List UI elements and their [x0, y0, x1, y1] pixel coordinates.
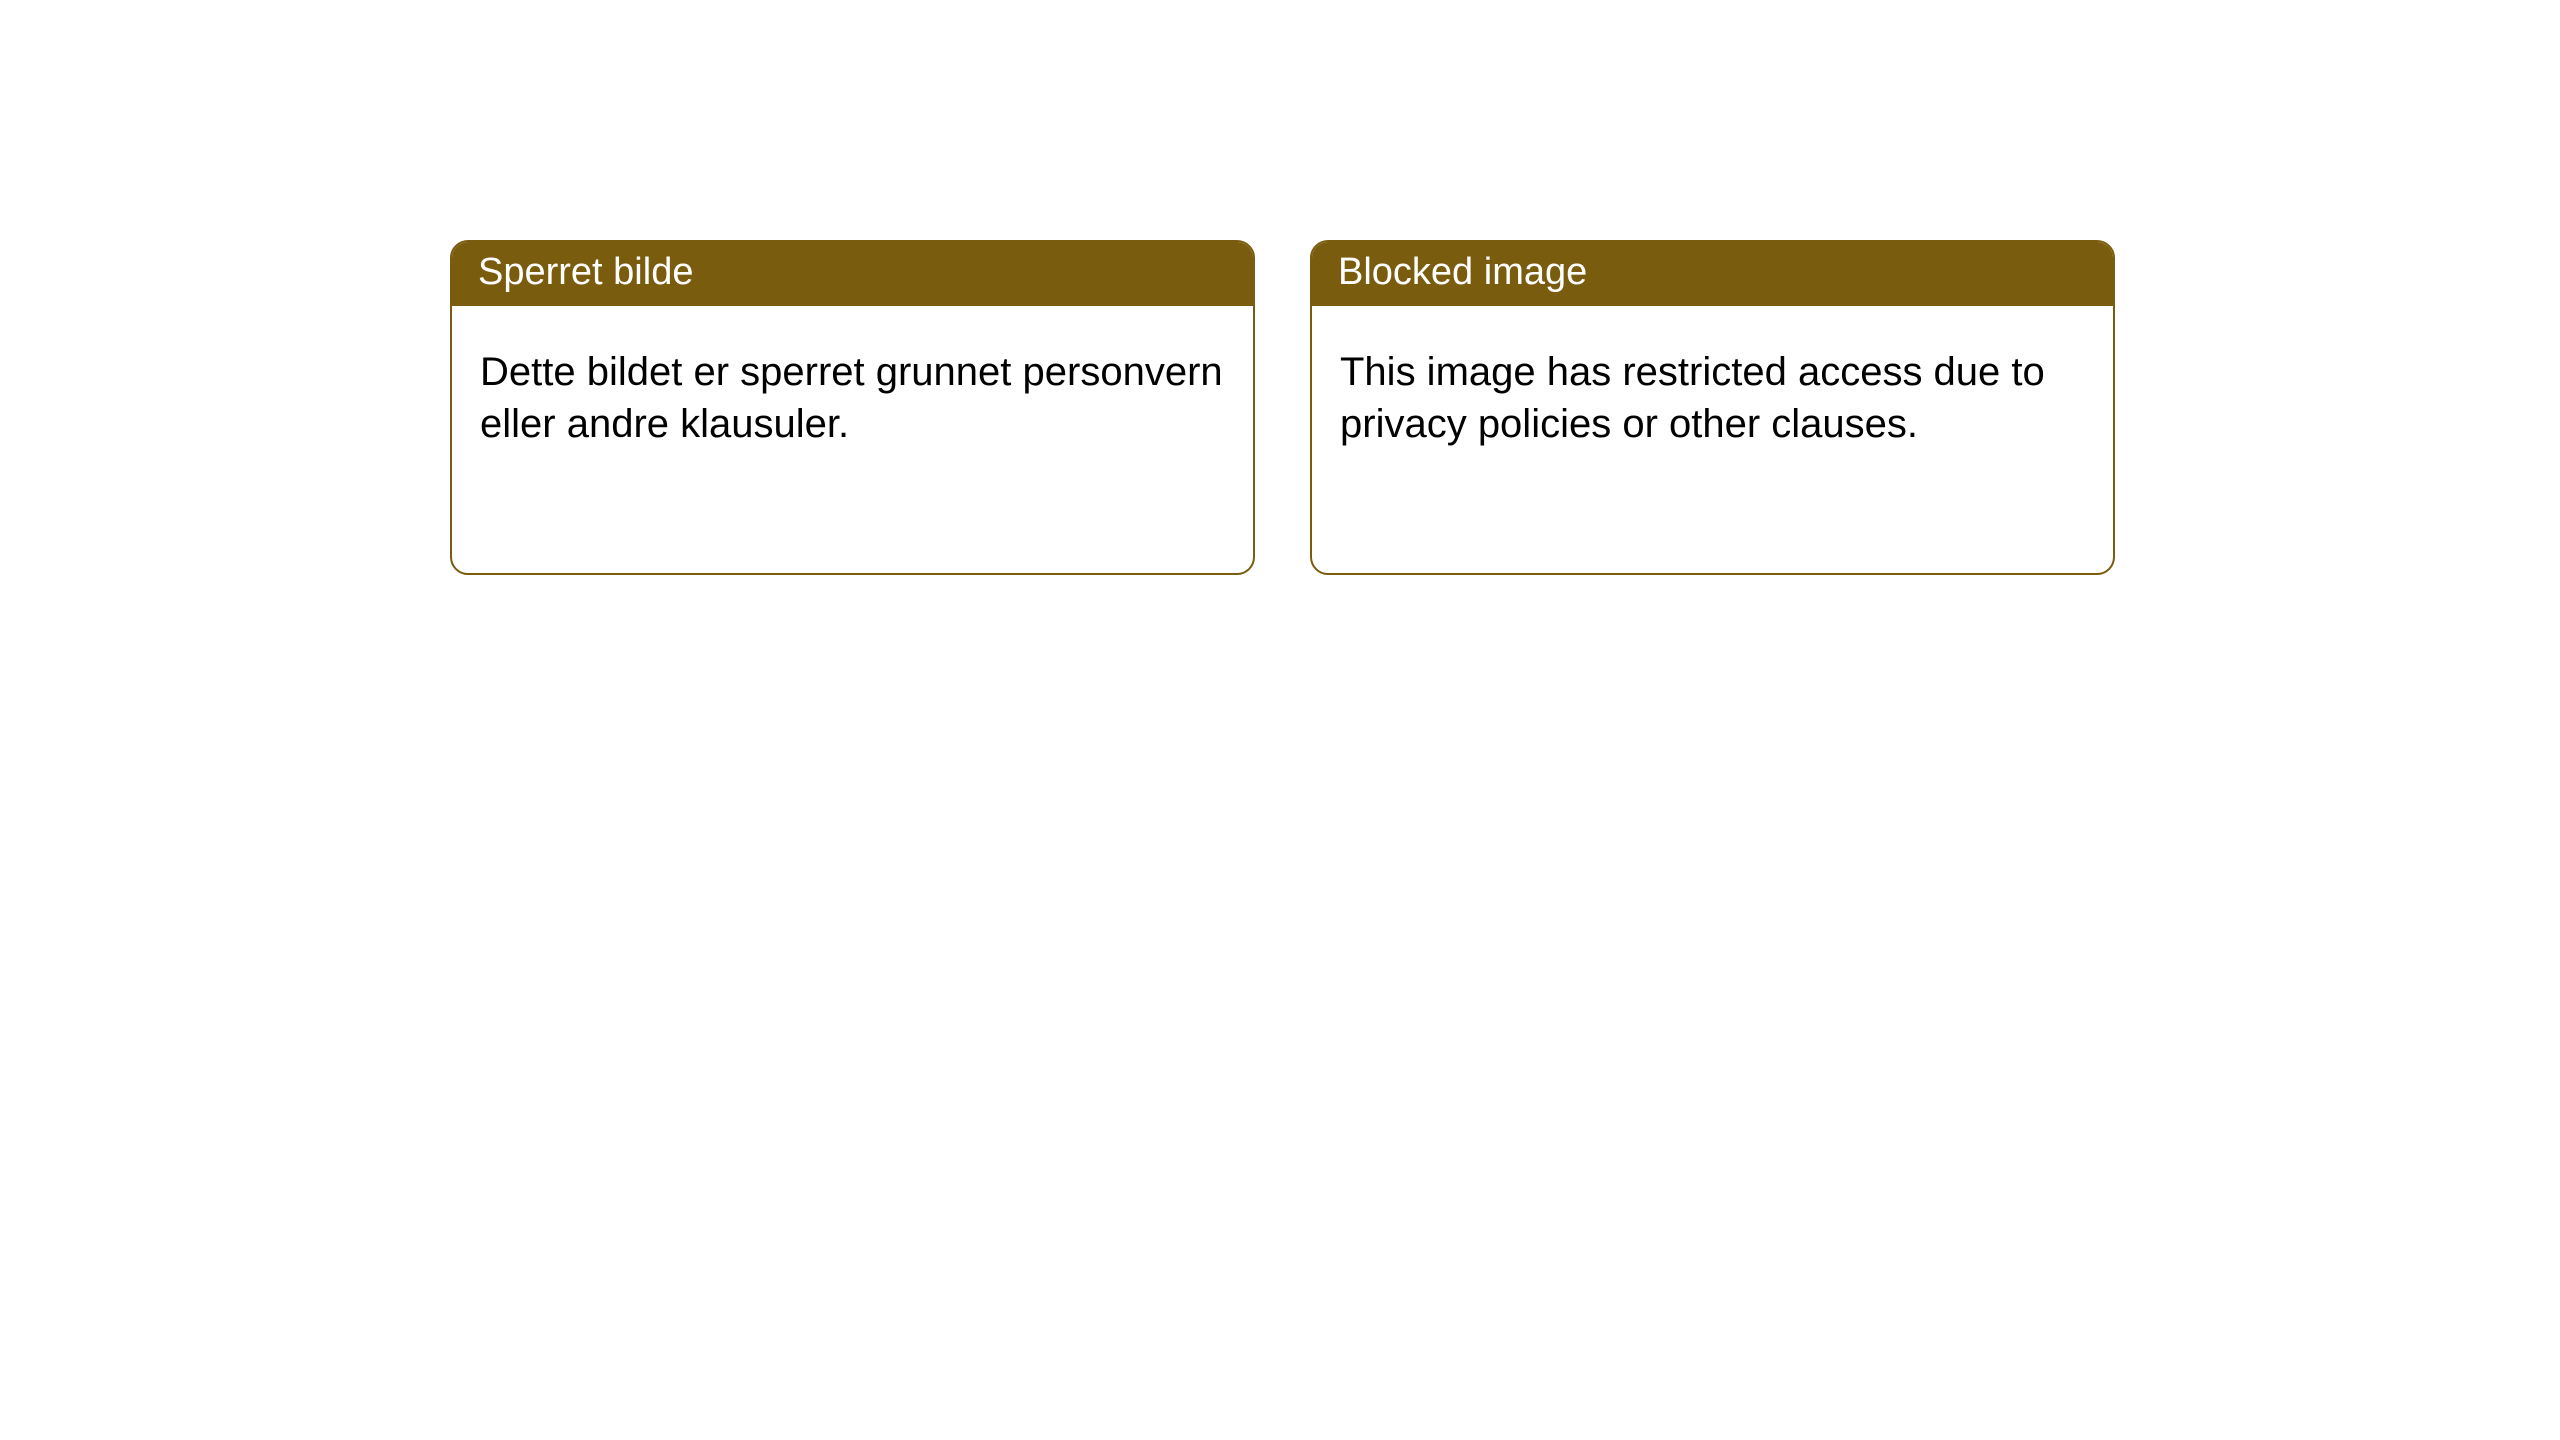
- notice-container: Sperret bilde Dette bildet er sperret gr…: [0, 0, 2560, 575]
- notice-card-en: Blocked image This image has restricted …: [1310, 240, 2115, 575]
- notice-body-no: Dette bildet er sperret grunnet personve…: [452, 306, 1253, 450]
- notice-header-en: Blocked image: [1312, 242, 2113, 306]
- notice-card-no: Sperret bilde Dette bildet er sperret gr…: [450, 240, 1255, 575]
- notice-body-en: This image has restricted access due to …: [1312, 306, 2113, 450]
- notice-header-no: Sperret bilde: [452, 242, 1253, 306]
